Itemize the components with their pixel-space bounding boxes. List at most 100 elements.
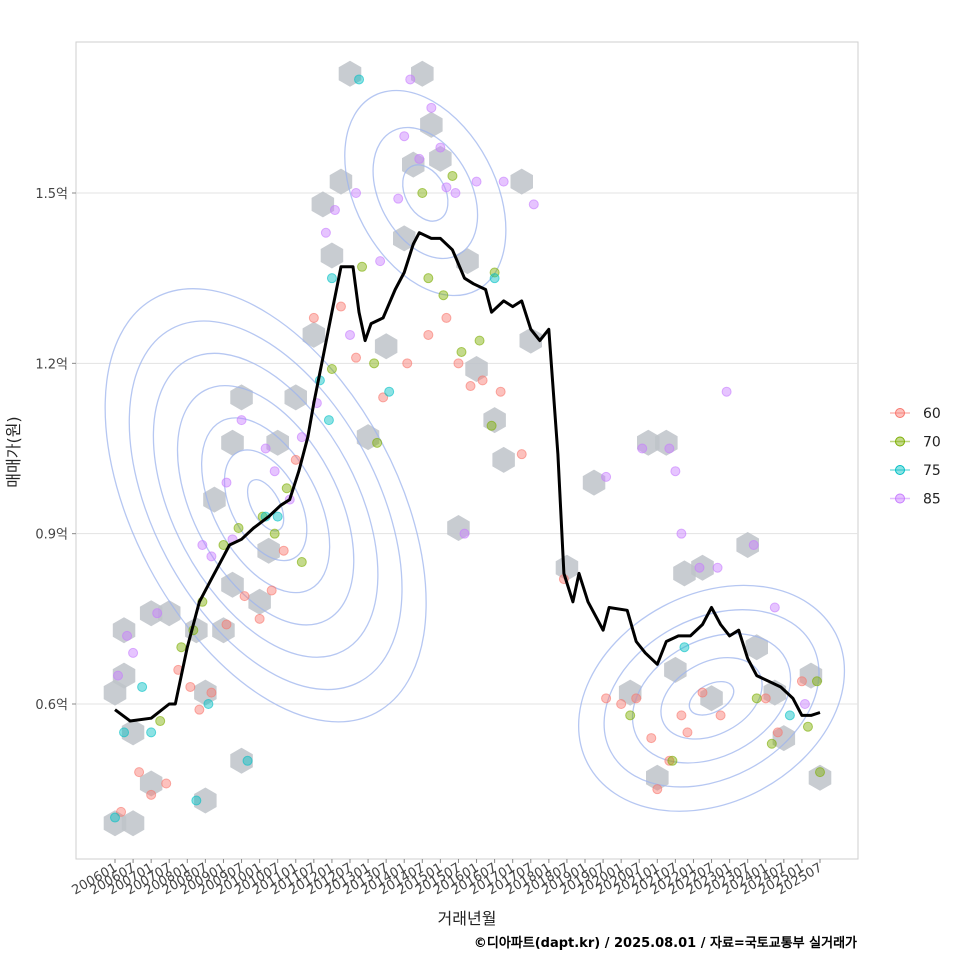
- trend-line: [114, 231, 821, 723]
- legend-key-70: [895, 436, 905, 447]
- density-contour: [660, 657, 763, 740]
- hexbin-cell: [248, 588, 271, 615]
- data-point-70: [447, 170, 458, 181]
- hexbin-cell: [646, 764, 669, 791]
- hexbin-cell: [429, 145, 452, 172]
- data-point-85: [152, 608, 163, 619]
- data-point-85: [329, 205, 340, 216]
- data-point-85: [471, 176, 482, 187]
- y-axis-title: 매매가(원): [4, 416, 23, 487]
- data-point-70: [296, 557, 307, 568]
- data-point-60: [477, 375, 488, 386]
- data-point-85: [320, 227, 331, 238]
- legend-label-85: 85: [923, 492, 941, 508]
- data-point-85: [450, 188, 461, 198]
- data-point-85: [712, 562, 723, 573]
- density-contour: [577, 584, 846, 812]
- data-point-75: [679, 642, 690, 653]
- hexbin-cell: [691, 554, 714, 581]
- data-point-75: [242, 755, 253, 766]
- legend-label-70: 70: [923, 435, 941, 451]
- data-point-85: [459, 528, 470, 539]
- data-point-85: [694, 562, 705, 573]
- data-point-85: [435, 142, 446, 153]
- data-point-70: [802, 721, 813, 732]
- hexbin-cell: [483, 407, 506, 434]
- data-point-85: [498, 176, 509, 187]
- data-point-60: [631, 693, 642, 704]
- hexbin-cell: [700, 685, 723, 712]
- hexbin-cell: [799, 662, 823, 689]
- hexbin-cell: [311, 191, 335, 218]
- hexbin-cell: [121, 719, 145, 746]
- hexbin-cell: [402, 151, 425, 178]
- data-point-85: [676, 528, 687, 539]
- legend-label-60: 60: [923, 406, 941, 422]
- data-point-70: [489, 267, 500, 278]
- data-point-60: [441, 312, 452, 323]
- hexbin-cell: [230, 384, 253, 411]
- hexbin-cell: [139, 600, 163, 627]
- data-point-70: [357, 261, 368, 272]
- hexbin-cell: [230, 747, 253, 774]
- hexbin-cell: [221, 429, 244, 456]
- data-point-75: [203, 699, 214, 709]
- hexbin-cell: [637, 429, 660, 456]
- data-point-70: [326, 364, 337, 375]
- hexbin-cell: [356, 424, 380, 451]
- hexbin-cell: [139, 770, 163, 797]
- density-contour: [176, 384, 355, 626]
- hexbin-cell: [257, 537, 280, 564]
- data-point-85: [441, 182, 452, 193]
- y-tick-label: 1.5억: [35, 187, 68, 202]
- hexbin-cell: [492, 446, 515, 473]
- data-point-70: [369, 358, 380, 369]
- density-contour: [104, 288, 427, 723]
- density-contours: [104, 89, 846, 812]
- density-contour: [200, 417, 331, 594]
- data-point-75: [119, 727, 130, 738]
- hexbin-cell: [555, 554, 579, 581]
- data-point-70: [438, 290, 449, 301]
- data-point-75: [384, 386, 395, 397]
- y-tick-label: 0.6억: [35, 698, 68, 713]
- y-tick-label: 1.2억: [35, 357, 68, 372]
- data-point-70: [456, 346, 467, 357]
- hexbin-cell: [320, 242, 344, 269]
- hexbin-cell: [121, 810, 145, 837]
- hexbin-cell: [112, 617, 136, 644]
- data-point-70: [233, 522, 244, 533]
- data-point-60: [652, 784, 663, 795]
- data-point-70: [811, 676, 822, 687]
- data-point-60: [495, 386, 506, 397]
- x-axis-title: 거래년월: [438, 909, 497, 928]
- hexbin-cell: [338, 60, 362, 87]
- data-point-70: [155, 716, 166, 727]
- data-point-60: [697, 687, 708, 698]
- data-point-60: [116, 806, 127, 817]
- data-point-85: [260, 443, 271, 454]
- legend: 60 70 75 85: [890, 406, 941, 508]
- data-point-70: [423, 273, 434, 284]
- hexbin-cell: [772, 725, 796, 752]
- data-point-60: [453, 358, 464, 369]
- hexbin-cell: [673, 560, 696, 587]
- data-point-70: [372, 437, 383, 448]
- density-contour: [372, 126, 479, 260]
- y-tick-label: 0.9억: [35, 528, 68, 543]
- data-point-70: [474, 335, 485, 346]
- data-point-60: [616, 699, 627, 709]
- data-point-60: [760, 693, 771, 704]
- data-point-85: [405, 74, 416, 85]
- data-point-60: [772, 727, 783, 738]
- hexbin-cell: [736, 532, 759, 558]
- data-point-60: [278, 545, 289, 556]
- data-point-60: [664, 755, 675, 766]
- data-point-60: [465, 381, 476, 392]
- data-point-70: [281, 483, 292, 494]
- density-contour: [603, 609, 820, 788]
- data-point-85: [399, 131, 410, 142]
- hexbin-cell: [655, 429, 678, 456]
- density-contour: [223, 449, 308, 562]
- data-point-70: [667, 755, 678, 766]
